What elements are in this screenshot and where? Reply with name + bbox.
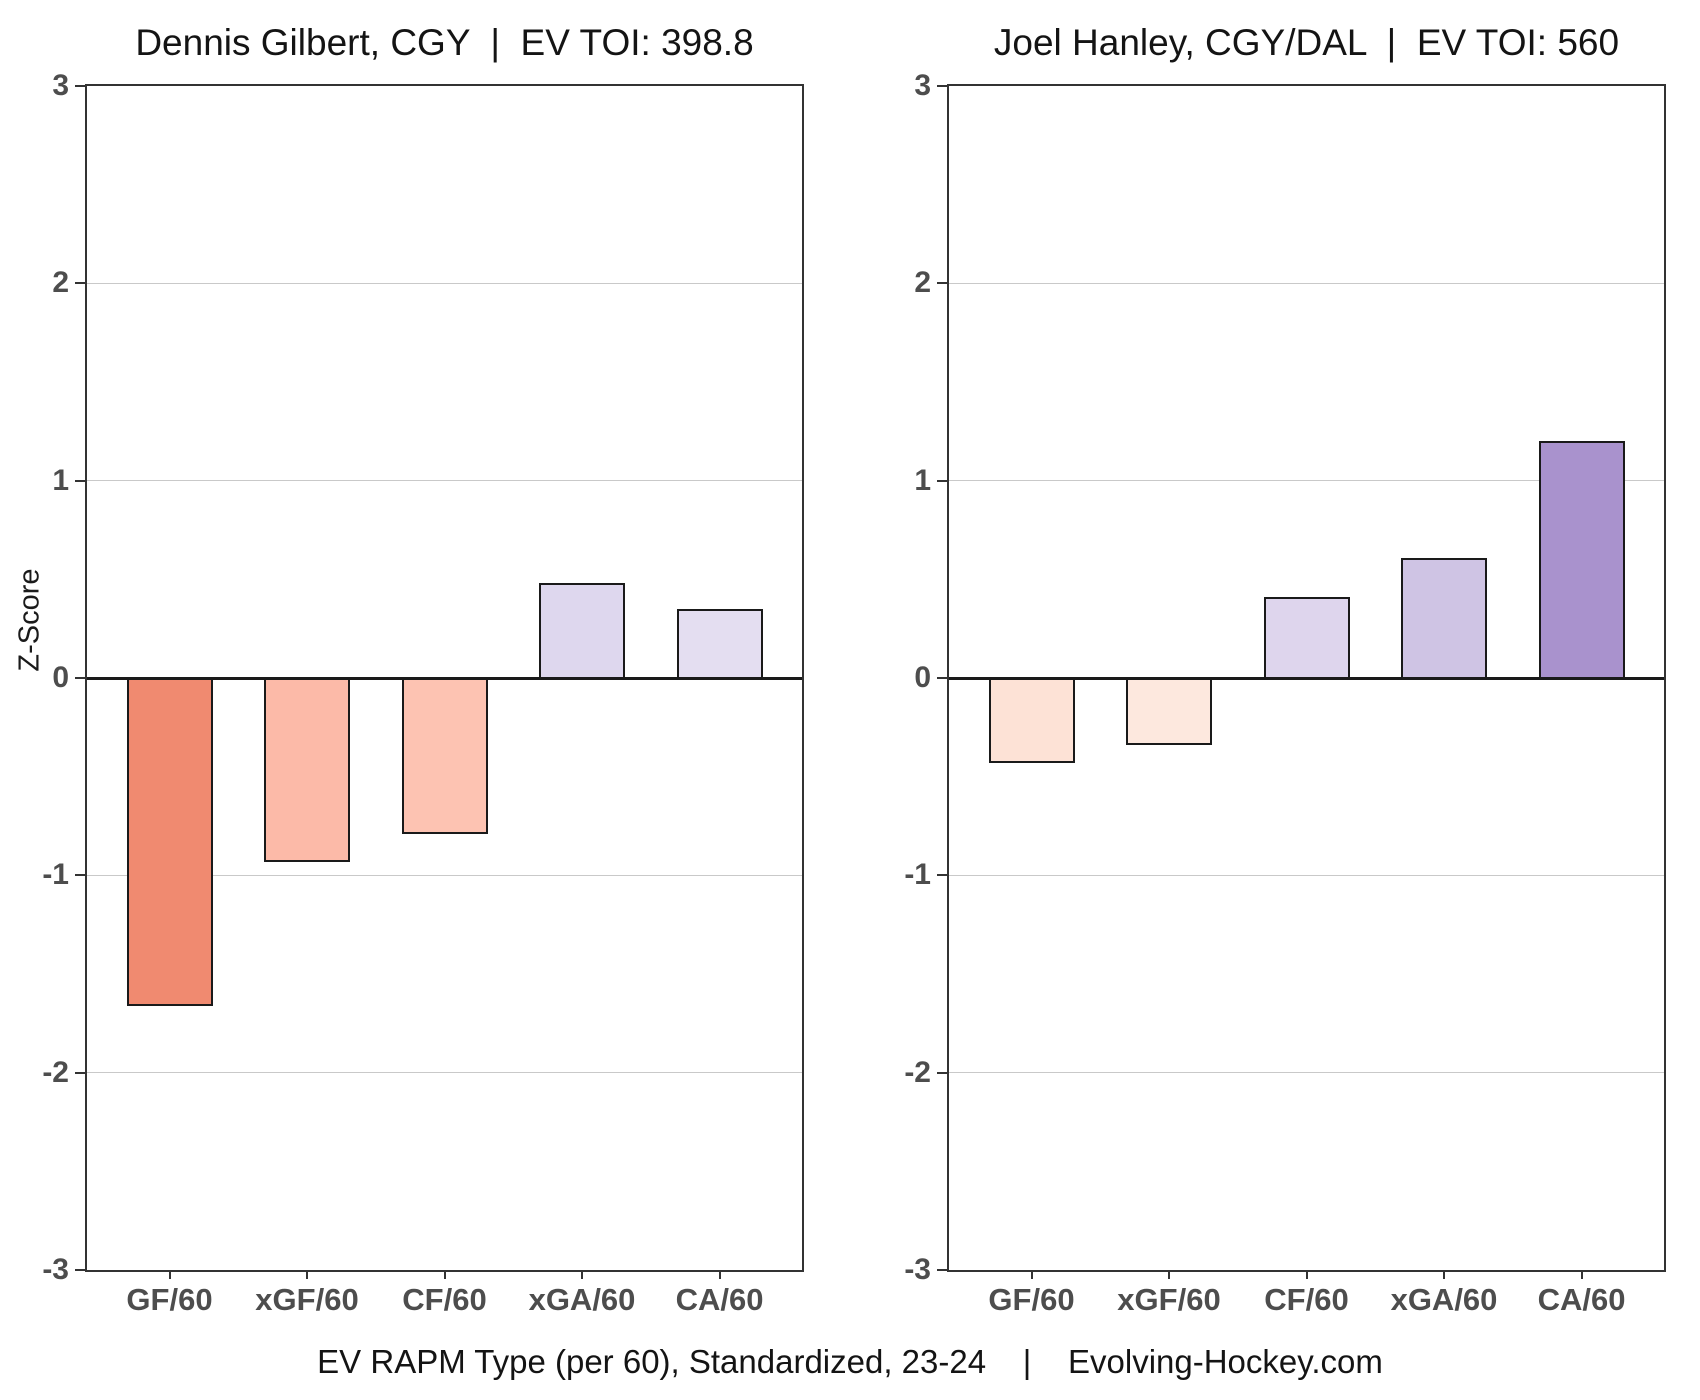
gridline-y-1 bbox=[87, 874, 802, 876]
gridline-y2 bbox=[87, 282, 802, 284]
y-tick-label: 3 bbox=[52, 69, 69, 102]
y-tick-mark bbox=[937, 479, 947, 482]
y-tick-mark bbox=[75, 1269, 85, 1271]
y-tick-label: 1 bbox=[52, 463, 69, 497]
x-tick-label: CF/60 bbox=[402, 1282, 487, 1317]
bar-ca60 bbox=[676, 608, 763, 680]
y-tick-mark bbox=[75, 479, 85, 482]
bar-xgf60 bbox=[264, 677, 350, 862]
y-tick-label: -1 bbox=[904, 858, 931, 892]
x-tick-label: xGA/60 bbox=[528, 1282, 636, 1317]
x-tick-mark bbox=[718, 1270, 721, 1279]
bar-xgf60 bbox=[1126, 677, 1212, 746]
bar-ca60 bbox=[1538, 441, 1625, 680]
chart-panel-left: Dennis Gilbert, CGY | EV TOI: 398.8 3 2 1 0… bbox=[42, 0, 804, 1330]
y-tick-mark bbox=[75, 874, 85, 877]
gridline-y2 bbox=[949, 282, 1664, 284]
y-tick-mark bbox=[937, 1071, 947, 1074]
bar-cf60 bbox=[1263, 597, 1350, 680]
x-tick-label: GF/60 bbox=[126, 1282, 213, 1317]
x-tick-mark bbox=[1443, 1270, 1445, 1279]
y-tick-label: -3 bbox=[904, 1253, 931, 1286]
y-tick-mark bbox=[937, 874, 947, 877]
y-axis-title: Z-Score bbox=[13, 568, 46, 672]
y-tick-label: -2 bbox=[42, 1055, 69, 1089]
chart-panel-right: Joel Hanley, CGY/DAL | EV TOI: 560 3 2 1 0 -… bbox=[904, 0, 1666, 1330]
y-tick-mark bbox=[937, 1269, 947, 1271]
x-tick-label: xGA/60 bbox=[1390, 1282, 1498, 1317]
x-tick-label: CA/60 bbox=[675, 1282, 764, 1317]
y-tick-mark bbox=[937, 677, 947, 679]
y-tick-label: 2 bbox=[914, 266, 931, 300]
chart-title-left: Dennis Gilbert, CGY | EV TOI: 398.8 bbox=[135, 22, 754, 63]
y-tick-label: 1 bbox=[914, 463, 931, 497]
y-tick-mark bbox=[75, 677, 85, 679]
zero-line bbox=[87, 676, 802, 680]
plot-area-right: 3 2 1 0 -1 -2 -3 GF/60 xGF/60 CF/60 xGA/60 CA/60 bbox=[904, 69, 1666, 1317]
x-tick-label: CA/60 bbox=[1537, 1282, 1626, 1317]
x-tick-mark bbox=[1030, 1270, 1033, 1279]
y-tick-label: 2 bbox=[52, 266, 69, 300]
x-tick-mark bbox=[306, 1270, 308, 1279]
plot-area-left: 3 2 1 0 -1 -2 -3 GF/60 xGF/60 CF/60 xGA/60 CA/60 bbox=[42, 69, 804, 1317]
gridline-y1 bbox=[949, 480, 1664, 482]
x-tick-mark bbox=[168, 1270, 171, 1279]
x-tick-label: xGF/60 bbox=[1117, 1282, 1221, 1317]
bar-gf60 bbox=[126, 677, 213, 1006]
x-tick-mark bbox=[1580, 1270, 1583, 1279]
chart-title-right: Joel Hanley, CGY/DAL | EV TOI: 560 bbox=[993, 22, 1620, 63]
y-tick-label: 3 bbox=[914, 69, 931, 102]
zero-line bbox=[949, 676, 1664, 680]
y-tick-mark bbox=[937, 85, 947, 87]
y-tick-label: 0 bbox=[914, 661, 931, 694]
x-tick-label: CF/60 bbox=[1264, 1282, 1349, 1317]
bar-cf60 bbox=[401, 677, 488, 834]
y-tick-mark bbox=[75, 282, 85, 285]
y-tick-mark bbox=[75, 1071, 85, 1074]
x-tick-label: GF/60 bbox=[988, 1282, 1075, 1317]
y-tick-label: -2 bbox=[904, 1055, 931, 1089]
x-tick-mark bbox=[581, 1270, 583, 1279]
x-tick-mark bbox=[1168, 1270, 1170, 1279]
bar-xga60 bbox=[539, 583, 625, 680]
y-tick-label: 0 bbox=[52, 661, 69, 694]
gridline-y-2 bbox=[87, 1072, 802, 1074]
y-tick-label: -3 bbox=[42, 1253, 69, 1286]
x-tick-mark bbox=[443, 1270, 446, 1279]
bar-xga60 bbox=[1401, 557, 1487, 680]
x-tick-label: xGF/60 bbox=[255, 1282, 359, 1317]
x-tick-mark bbox=[1305, 1270, 1308, 1279]
bar-gf60 bbox=[988, 677, 1075, 763]
gridline-y1 bbox=[87, 480, 802, 482]
gridline-y-2 bbox=[949, 1072, 1664, 1074]
y-tick-label: -1 bbox=[42, 858, 69, 892]
y-tick-mark bbox=[75, 85, 85, 87]
gridline-y-1 bbox=[949, 874, 1664, 876]
y-tick-mark bbox=[937, 282, 947, 285]
figure-caption: EV RAPM Type (per 60), Standardized, 23-… bbox=[317, 1343, 1383, 1380]
